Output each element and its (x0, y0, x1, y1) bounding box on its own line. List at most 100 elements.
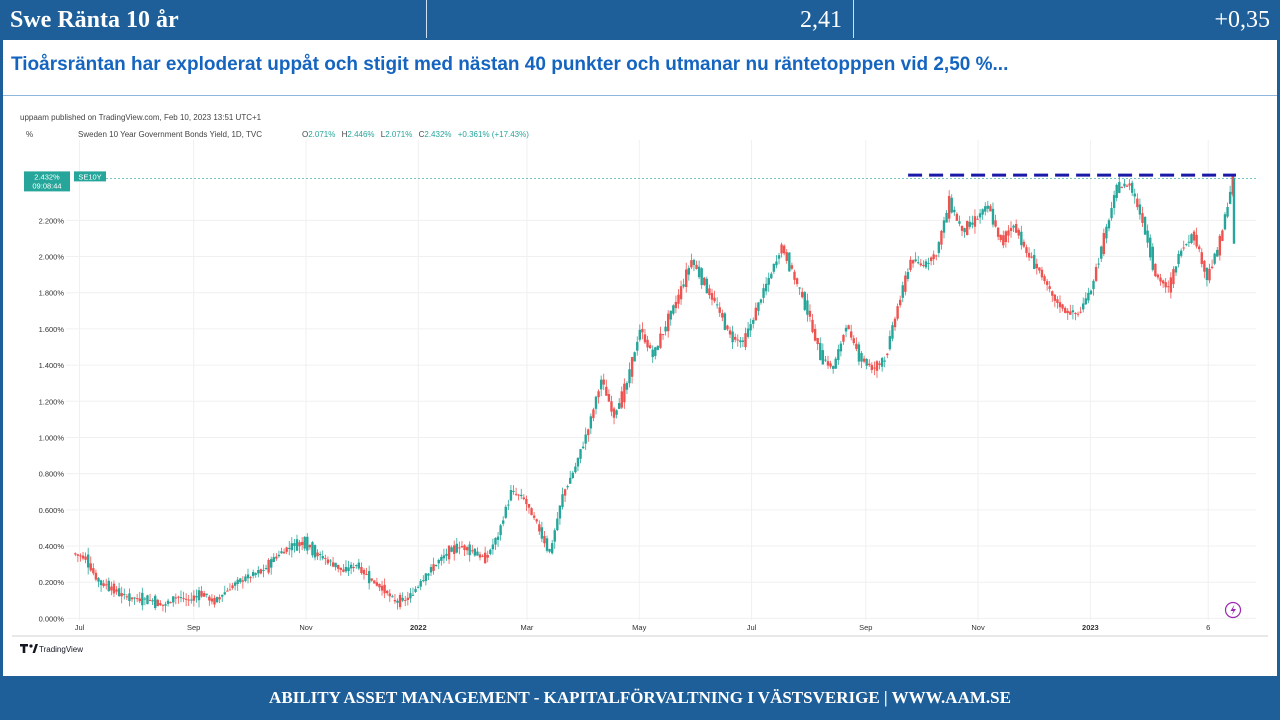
candle-body (535, 519, 538, 522)
price-tag-value: 2.432% (34, 172, 60, 181)
candle (842, 334, 845, 345)
candle (1164, 278, 1167, 293)
candle (236, 576, 239, 591)
candle (184, 593, 188, 607)
candle (380, 580, 384, 596)
candle (300, 536, 304, 551)
candle-body (628, 369, 631, 384)
candle-body (298, 542, 301, 547)
candle-body (1138, 204, 1142, 215)
candle-body (195, 595, 198, 598)
candle-body (135, 598, 139, 600)
candle-body (159, 603, 162, 606)
x-tick-label: 2022 (410, 623, 427, 632)
candle (700, 267, 703, 289)
candle-body (996, 227, 1000, 237)
candle-body (370, 578, 373, 581)
candle-body (703, 277, 706, 285)
candle-body (1030, 256, 1033, 258)
candle (981, 208, 984, 220)
candle-body (1097, 263, 1100, 265)
candle (734, 333, 737, 343)
candle-body (1203, 260, 1206, 272)
candle-body (419, 581, 422, 587)
candle (502, 516, 505, 527)
candle-body (293, 543, 296, 547)
candle (422, 575, 425, 583)
candle-body (1169, 277, 1173, 293)
candle (458, 541, 461, 555)
candle-body (1143, 216, 1147, 235)
candle (1203, 260, 1206, 279)
candle-body (169, 602, 172, 604)
y-tick-label: 0.600% (39, 506, 65, 515)
candle-body (404, 599, 407, 601)
candle (1009, 221, 1013, 238)
candle (1004, 230, 1008, 248)
lightning-icon[interactable] (1224, 601, 1242, 619)
candle (1043, 274, 1046, 285)
candle-body (406, 597, 410, 600)
candle-body (870, 364, 874, 371)
candle (1025, 244, 1028, 258)
candle-body (1020, 231, 1023, 246)
candle (1149, 234, 1152, 261)
candle-body (213, 597, 216, 605)
y-tick-label: 2.200% (39, 216, 65, 225)
candle (393, 594, 397, 604)
candle (146, 594, 149, 605)
candle-body (754, 307, 758, 321)
candle (803, 291, 806, 312)
candle-body (569, 477, 572, 484)
candle-body (857, 344, 861, 362)
candle-body (424, 573, 428, 582)
candle (445, 548, 448, 561)
candle-body (1149, 237, 1152, 258)
candle-body (630, 357, 634, 377)
candle-body (190, 599, 193, 601)
candle (672, 304, 675, 316)
candle-body (502, 520, 505, 524)
candle (563, 488, 567, 502)
candle-body (661, 334, 665, 336)
candle (460, 541, 464, 548)
gridlines (66, 140, 1256, 620)
candle (411, 587, 415, 597)
candle-body (1027, 252, 1031, 258)
candle-body (723, 313, 727, 330)
x-axis: Jul Sep Nov 2022 Mar May Jul Sep Nov 2023 6 (75, 623, 1211, 632)
candle-body (561, 494, 564, 507)
candle-body (718, 307, 721, 313)
candle-body (777, 255, 781, 259)
candle-body (300, 541, 304, 546)
candle-body (115, 589, 118, 592)
candle (538, 520, 541, 535)
candle-body (1038, 267, 1041, 271)
candle (602, 373, 605, 391)
candle (795, 277, 799, 287)
candle-body (808, 310, 812, 317)
candle-body (594, 396, 598, 409)
candle (244, 574, 247, 583)
candle-body (571, 472, 574, 478)
candle (1105, 223, 1108, 244)
candle-body (917, 262, 920, 264)
candle-body (685, 269, 688, 288)
candle-body (355, 565, 358, 567)
candle (607, 389, 611, 403)
candle (581, 441, 585, 450)
candle-body (257, 570, 260, 574)
candle (883, 356, 886, 368)
candle-body (888, 336, 892, 350)
candle-body (669, 310, 672, 320)
candle-body (896, 306, 899, 319)
divider (853, 0, 854, 38)
candle-body (710, 293, 714, 300)
candle-body (947, 196, 951, 219)
candle-body (865, 358, 868, 366)
candle (599, 375, 603, 397)
candle-body (414, 588, 417, 592)
candle (945, 210, 948, 223)
candle (383, 578, 386, 599)
candle (605, 379, 608, 396)
